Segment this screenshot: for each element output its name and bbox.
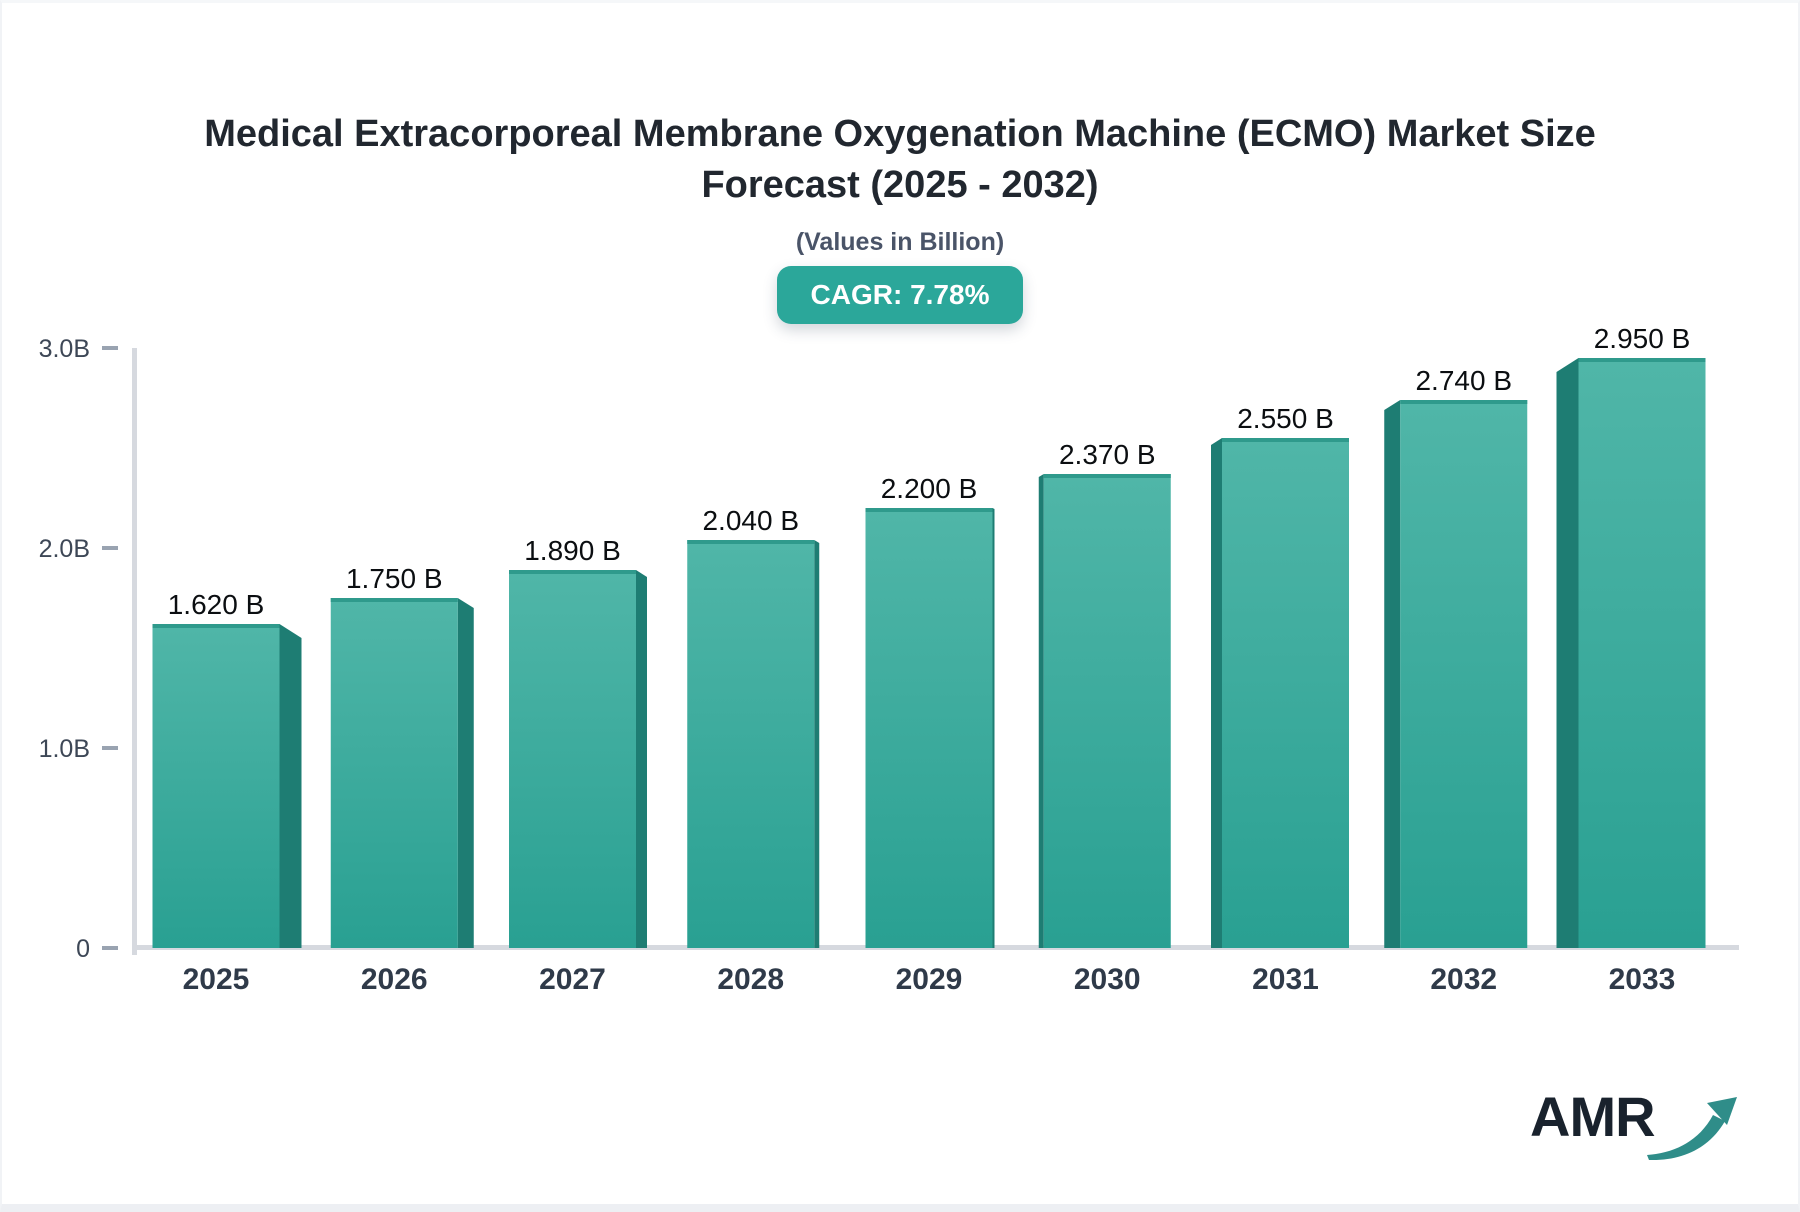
bar-top-edge: [1578, 358, 1706, 362]
bar: [509, 570, 636, 948]
bar-value-label: 2.950 B: [1594, 323, 1691, 354]
bar-top-edge: [509, 570, 636, 574]
chart-title: Medical Extracorporeal Membrane Oxygenat…: [2, 109, 1798, 211]
chart-subtitle: (Values in Billion): [795, 228, 1005, 256]
cagr-badge: CAGR: 7.78%: [776, 266, 1024, 324]
bar-top-edge: [865, 508, 993, 512]
bar-value-label: 2.040 B: [702, 505, 799, 536]
x-axis-label: 2028: [717, 963, 784, 996]
x-axis-label: 2032: [1430, 963, 1497, 996]
x-axis-label: 2025: [183, 963, 250, 996]
bar: [687, 540, 815, 948]
y-axis-tick: [102, 946, 118, 950]
bar: [152, 624, 280, 948]
bar-top-edge: [687, 540, 815, 544]
chart-svg: 0 1.0B 2.0B 3.0B 1.620 B 2025 1.750 B 2026 1.890…: [39, 323, 1739, 996]
x-axis-label: 2029: [896, 963, 963, 996]
bar-value-label: 1.750 B: [346, 563, 443, 594]
chart-title-line2: Forecast (2025 - 2032): [701, 164, 1099, 206]
chart-header: Medical Extracorporeal Membrane Oxygenat…: [2, 109, 1798, 324]
bar-value-label: 1.620 B: [168, 589, 265, 620]
chart-title-line1: Medical Extracorporeal Membrane Oxygenat…: [204, 113, 1596, 155]
bar-side-face: [1211, 438, 1222, 948]
bar-value-label: 1.890 B: [524, 535, 621, 566]
amr-logo-text: AMR: [1530, 1085, 1656, 1148]
x-axis-label: 2026: [361, 963, 428, 996]
y-axis-tick: [102, 346, 118, 350]
y-axis-tick-label: 0: [76, 935, 90, 963]
y-axis-tick: [102, 746, 118, 750]
x-axis-label: 2027: [539, 963, 606, 996]
bar-side-face: [814, 540, 820, 948]
bar-side-face: [279, 624, 302, 948]
bar: [1043, 474, 1171, 948]
bar-side-face: [1038, 474, 1044, 948]
bar: [865, 508, 993, 948]
bar-top-edge: [1222, 438, 1349, 442]
bar: [1400, 400, 1528, 948]
bar-value-label: 2.550 B: [1237, 403, 1334, 434]
growth-arrow-icon: [1646, 1097, 1737, 1161]
y-axis-line: [132, 348, 137, 955]
bar-top-edge: [152, 624, 280, 628]
bar-side-face: [457, 598, 474, 948]
x-axis-label: 2033: [1609, 963, 1676, 996]
x-axis-label: 2031: [1252, 963, 1319, 996]
bar-side-face: [992, 508, 995, 948]
y-axis-tick-label: 2.0B: [39, 535, 90, 563]
bar-value-label: 2.200 B: [881, 473, 978, 504]
bar: [330, 598, 458, 948]
bar-side-face: [1556, 358, 1579, 948]
bar-top-edge: [1043, 474, 1171, 478]
y-axis-tick-label: 3.0B: [39, 335, 90, 363]
bar-top-edge: [1400, 400, 1528, 404]
bar: [1222, 438, 1349, 948]
bar-value-label: 2.740 B: [1415, 365, 1512, 396]
bar-top-edge: [330, 598, 458, 602]
bar: [1578, 358, 1706, 948]
y-axis-tick: [102, 546, 118, 550]
bar-side-face: [636, 570, 647, 948]
amr-logo: AMR: [1530, 1089, 1745, 1163]
bar-value-label: 2.370 B: [1059, 439, 1156, 470]
x-axis-label: 2030: [1074, 963, 1141, 996]
bar-side-face: [1384, 400, 1401, 948]
y-axis-tick-label: 1.0B: [39, 735, 90, 763]
